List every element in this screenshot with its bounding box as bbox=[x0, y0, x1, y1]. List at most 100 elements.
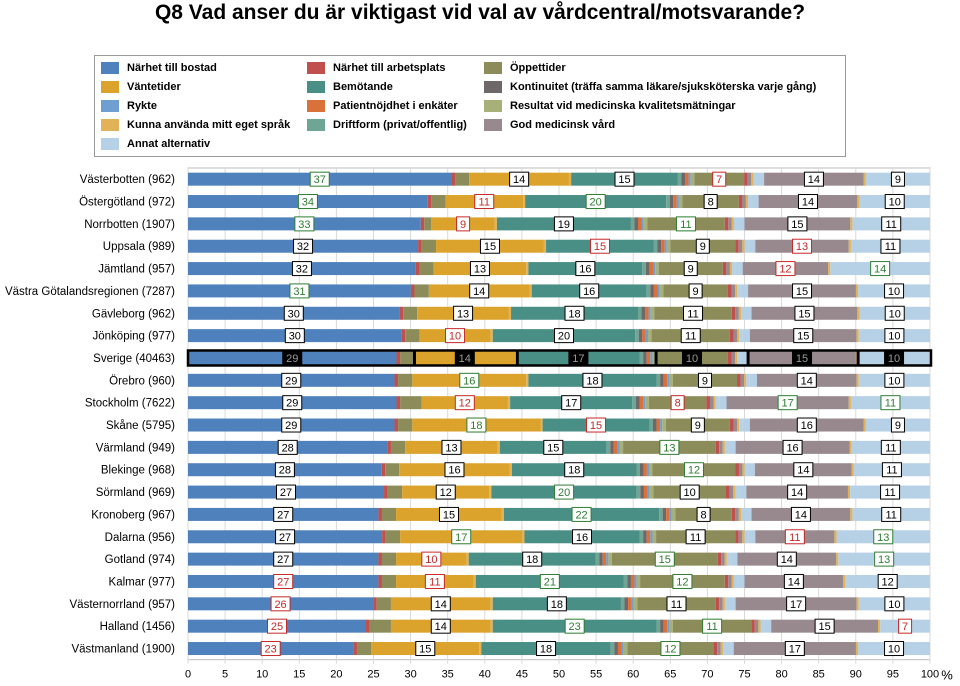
bar-segment bbox=[855, 284, 859, 298]
bar-segment bbox=[659, 507, 663, 521]
bar-segment bbox=[735, 530, 739, 544]
legend-swatch bbox=[307, 81, 325, 93]
bar-segment bbox=[381, 463, 386, 477]
data-label: 15 bbox=[797, 331, 809, 343]
data-label: 14 bbox=[795, 509, 807, 521]
bar-segment bbox=[636, 574, 641, 588]
data-label: 20 bbox=[590, 197, 602, 209]
data-label: 15 bbox=[796, 286, 808, 298]
bar-segment bbox=[648, 463, 653, 477]
data-label-box bbox=[796, 417, 817, 433]
bar-segment bbox=[857, 195, 860, 209]
bar-segment bbox=[849, 440, 852, 454]
bar-segment bbox=[666, 239, 671, 253]
data-label: 13 bbox=[796, 241, 808, 253]
bar-segment bbox=[646, 284, 651, 298]
bar-segment bbox=[719, 440, 723, 454]
bar-segment bbox=[715, 396, 720, 410]
bar-segment bbox=[595, 552, 600, 566]
chart-plot: 0 5 10 15 20 25 30 35 40 45 50 55 60 65 70 75 80 85 90 95 10… bbox=[5, 167, 953, 683]
data-label: 10 bbox=[888, 644, 900, 656]
bar-segment bbox=[713, 396, 716, 410]
bar-segment bbox=[726, 642, 734, 656]
bar-segment bbox=[828, 262, 831, 276]
bar-segment bbox=[381, 552, 397, 566]
bar-segment bbox=[721, 552, 725, 566]
data-label-box bbox=[898, 618, 913, 634]
data-label-box bbox=[283, 305, 304, 321]
bar-segment bbox=[729, 329, 734, 343]
bar-segment bbox=[740, 351, 749, 365]
data-label-box bbox=[474, 194, 495, 210]
bar-segment bbox=[636, 463, 640, 477]
bar-segment bbox=[627, 574, 631, 588]
bar-segment bbox=[847, 485, 851, 499]
bar-segment bbox=[671, 507, 676, 521]
data-label: 9 bbox=[700, 241, 706, 253]
x-axis-label: % bbox=[941, 668, 953, 683]
bar-segment bbox=[725, 485, 730, 499]
legend-swatch bbox=[484, 81, 502, 93]
bar-segment bbox=[385, 530, 401, 544]
data-label: 11 bbox=[429, 576, 440, 588]
category-label: Västmanland (1900) bbox=[71, 644, 175, 656]
bar-segment bbox=[673, 195, 677, 209]
bar-segment bbox=[415, 262, 420, 276]
bar-segment bbox=[878, 619, 881, 633]
bar-segment bbox=[526, 373, 529, 387]
bar-segment bbox=[646, 530, 651, 544]
data-label: 14 bbox=[808, 174, 820, 186]
bar-segment bbox=[737, 329, 740, 343]
data-label: 28 bbox=[279, 465, 291, 477]
x-tick-label: 90 bbox=[850, 669, 862, 681]
data-label-box bbox=[546, 596, 567, 612]
data-label-box bbox=[281, 372, 302, 388]
bar-segment bbox=[731, 574, 734, 588]
data-label: 18 bbox=[526, 554, 538, 566]
legend-swatch bbox=[101, 100, 119, 112]
data-label: 18 bbox=[586, 375, 598, 387]
bar-segment bbox=[645, 262, 650, 276]
data-label-box bbox=[441, 439, 462, 455]
bar-segment bbox=[848, 396, 851, 410]
bar-segment bbox=[729, 418, 734, 432]
legend-swatch bbox=[484, 62, 502, 74]
bar-segment bbox=[855, 642, 859, 656]
legend-swatch bbox=[307, 62, 325, 74]
bar-segment bbox=[653, 239, 658, 253]
data-label: 11 bbox=[479, 197, 490, 209]
bar-segment bbox=[724, 552, 727, 566]
data-label-box bbox=[873, 529, 894, 545]
data-label: 27 bbox=[277, 509, 289, 521]
legend-swatch bbox=[101, 62, 119, 74]
data-label: 11 bbox=[671, 599, 682, 611]
bar-segment bbox=[731, 306, 736, 320]
bar-segment bbox=[384, 485, 388, 499]
bar-segment bbox=[737, 217, 745, 231]
bar-segment bbox=[732, 262, 736, 276]
bar-segment bbox=[731, 217, 734, 231]
data-label-box bbox=[703, 194, 718, 210]
bar-segment bbox=[405, 329, 420, 343]
legend-item: Driftform (privat/offentlig) bbox=[307, 119, 467, 131]
bar-segment bbox=[738, 195, 743, 209]
legend-label: Väntetider bbox=[127, 81, 181, 93]
bar-segment bbox=[666, 507, 670, 521]
x-tick-label: 60 bbox=[627, 669, 639, 681]
bar-segment bbox=[663, 373, 668, 387]
data-label: 15 bbox=[547, 442, 559, 454]
bar-segment bbox=[856, 597, 859, 611]
bar-segment bbox=[726, 552, 731, 566]
bar-segment bbox=[652, 530, 657, 544]
bar-segment bbox=[728, 217, 732, 231]
data-label-box bbox=[586, 417, 607, 433]
data-label-box bbox=[695, 238, 710, 254]
bar-segment bbox=[455, 172, 470, 186]
legend-label: Närhet till bostad bbox=[127, 62, 217, 74]
bar-segment bbox=[733, 217, 738, 231]
data-label-box bbox=[536, 641, 557, 657]
bar-segment bbox=[727, 351, 732, 365]
bar-segment bbox=[645, 396, 649, 410]
data-label-box bbox=[435, 484, 456, 500]
bar-segment bbox=[735, 239, 739, 253]
